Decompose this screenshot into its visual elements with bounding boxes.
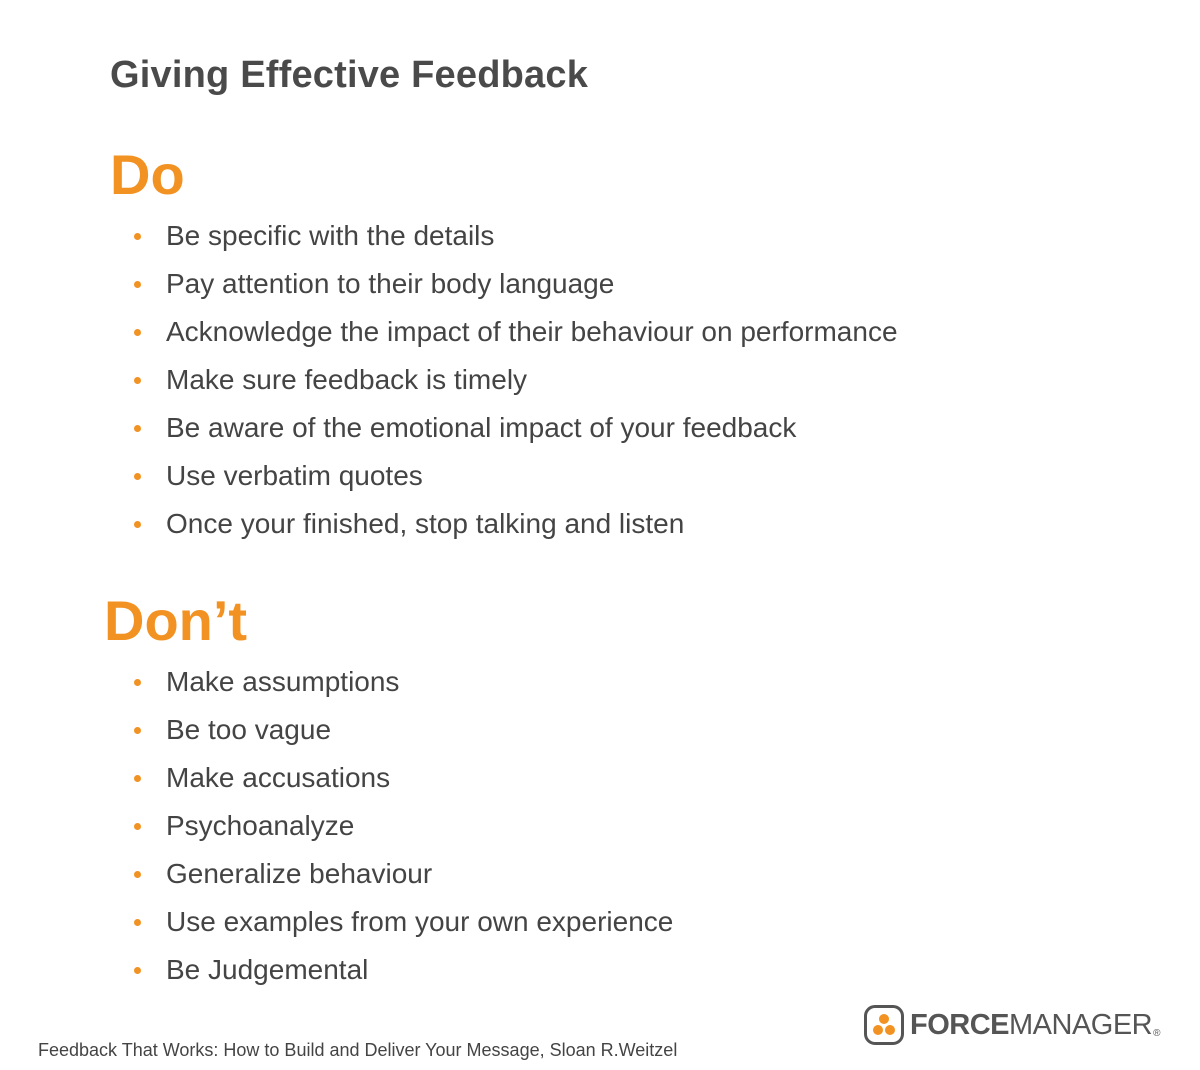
dont-list-item: Generalize behaviour <box>130 850 673 898</box>
do-item-text: Be specific with the details <box>166 220 495 251</box>
dont-item-text: Be Judgemental <box>166 954 369 985</box>
bullet-icon <box>134 726 141 734</box>
do-list-item: Acknowledge the impact of their behaviou… <box>130 308 898 356</box>
logo-dot-icon <box>879 1014 889 1024</box>
do-list-item: Be specific with the details <box>130 212 898 260</box>
dont-item-text: Use examples from your own experience <box>166 906 674 937</box>
bullet-icon <box>134 376 141 384</box>
dont-list-item: Psychoanalyze <box>130 802 673 850</box>
dont-item-text: Make accusations <box>166 762 391 793</box>
do-list-item: Be aware of the emotional impact of your… <box>130 404 898 452</box>
page-title: Giving Effective Feedback <box>110 54 589 96</box>
logo-mark-icon <box>864 1005 904 1045</box>
registered-mark: ® <box>1153 1028 1161 1039</box>
do-list-item: Pay attention to their body language <box>130 260 898 308</box>
do-list-item: Use verbatim quotes <box>130 452 898 500</box>
dont-item-text: Generalize behaviour <box>166 858 433 889</box>
do-item-text: Once your finished, stop talking and lis… <box>166 508 685 539</box>
dont-item-text: Make assumptions <box>166 666 400 697</box>
do-item-text: Make sure feedback is timely <box>166 364 528 395</box>
dont-item-text: Be too vague <box>166 714 332 745</box>
do-list-item: Once your finished, stop talking and lis… <box>130 500 898 548</box>
dont-list: Make assumptions Be too vague Make accus… <box>130 658 673 994</box>
bullet-icon <box>134 328 141 336</box>
dont-list-item: Use examples from your own experience <box>130 898 673 946</box>
dont-heading: Don’t <box>104 589 248 652</box>
logo-word-manager: MANAGER <box>1009 1009 1153 1041</box>
bullet-icon <box>134 280 141 288</box>
bullet-icon <box>134 774 141 782</box>
do-item-text: Use verbatim quotes <box>166 460 423 491</box>
bullet-icon <box>134 520 141 528</box>
do-list-item: Make sure feedback is timely <box>130 356 898 404</box>
bullet-icon <box>134 822 141 830</box>
dont-list-item: Be Judgemental <box>130 946 673 994</box>
dont-list-item: Make assumptions <box>130 658 673 706</box>
bullet-icon <box>134 424 141 432</box>
bullet-icon <box>134 678 141 686</box>
do-item-text: Be aware of the emotional impact of your… <box>166 412 797 443</box>
dont-list-item: Be too vague <box>130 706 673 754</box>
bullet-icon <box>134 966 141 974</box>
logo-dot-icon <box>885 1025 895 1035</box>
bullet-icon <box>134 472 141 480</box>
bullet-icon <box>134 870 141 878</box>
forcemanager-logo: FORCE MANAGER ® <box>864 1002 1161 1048</box>
dont-item-text: Psychoanalyze <box>166 810 355 841</box>
bullet-icon <box>134 232 141 240</box>
do-item-text: Acknowledge the impact of their behaviou… <box>166 316 898 347</box>
do-list: Be specific with the details Pay attenti… <box>130 212 898 548</box>
do-heading: Do <box>110 143 185 206</box>
source-citation: Feedback That Works: How to Build and De… <box>38 1040 678 1060</box>
logo-word-force: FORCE <box>910 1009 1010 1041</box>
do-item-text: Pay attention to their body language <box>166 268 615 299</box>
dont-list-item: Make accusations <box>130 754 673 802</box>
logo-dot-icon <box>873 1025 883 1035</box>
bullet-icon <box>134 918 141 926</box>
